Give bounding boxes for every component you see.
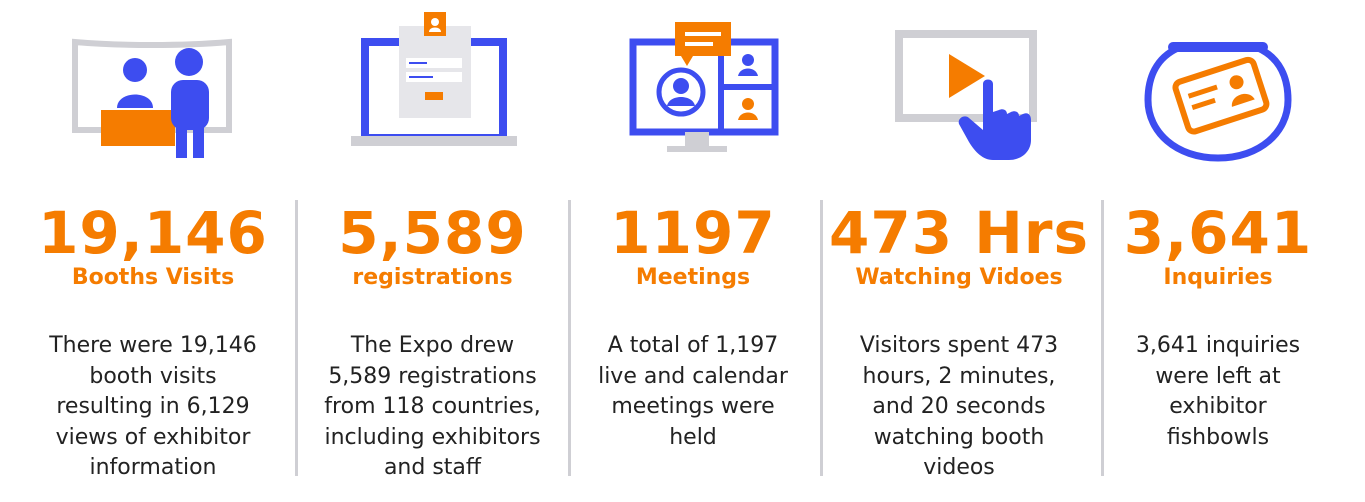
fishbowl-card-icon	[1106, 12, 1330, 172]
description-line: resulting in 6,129	[56, 394, 250, 419]
stat-card-registrations: 5,589 registrations The Expo drew 5,589 …	[300, 0, 565, 502]
description-line: 5,589 registrations	[328, 363, 537, 389]
description-line: fishbowls	[1166, 424, 1270, 450]
stat-card-booth-visits: 19,146 Booths Visits There were 19,146 b…	[18, 0, 288, 502]
description-line: The Expo drew	[350, 333, 515, 358]
video-play-click-icon	[825, 12, 1093, 172]
stat-value: 5,589	[338, 199, 527, 267]
description-line: views of exhibitor	[55, 424, 251, 450]
description-line: videos	[923, 455, 995, 480]
description-line: booth visits	[89, 363, 217, 389]
stat-label: Booths Visits	[71, 265, 235, 290]
stat-card-meetings: 1197 Meetings A total of 1,197 live and …	[573, 0, 813, 502]
stat-description: The Expo drew 5,589 registrations from 1…	[300, 331, 565, 484]
stat-value: 473 Hrs	[829, 199, 1089, 267]
booth-icon	[18, 12, 288, 172]
column-divider	[568, 200, 571, 476]
description-line: and 20 seconds	[872, 394, 1046, 419]
description-line: and staff	[383, 455, 482, 480]
stat-description: A total of 1,197 live and calendar meeti…	[573, 331, 813, 453]
stat-value: 3,641	[1123, 199, 1313, 267]
description-line: 3,641 inquiries	[1135, 333, 1301, 358]
stat-value: 19,146	[38, 199, 268, 267]
description-line: There were 19,146	[49, 333, 257, 358]
description-line: held	[669, 424, 717, 450]
description-line: meetings were	[611, 394, 775, 419]
description-line: information	[89, 455, 217, 480]
column-divider	[820, 200, 823, 476]
description-line: watching booth	[873, 424, 1045, 450]
description-line: hours, 2 minutes,	[862, 363, 1056, 389]
description-line: Visitors spent 473	[859, 333, 1059, 358]
stat-value: 1197	[610, 199, 776, 267]
stat-card-inquiries: 3,641 Inquiries 3,641 inquiries were lef…	[1106, 0, 1330, 502]
registration-laptop-icon	[300, 12, 565, 172]
description-line: from 118 countries,	[324, 394, 541, 419]
description-line: live and calendar	[598, 363, 788, 389]
description-line: A total of 1,197	[607, 333, 779, 358]
stat-description: 3,641 inquiries were left at exhibitor f…	[1106, 331, 1330, 453]
stat-label: Watching Vidoes	[855, 265, 1063, 290]
description-line: exhibitor	[1169, 394, 1267, 419]
stat-description: Visitors spent 473 hours, 2 minutes, and…	[825, 331, 1093, 484]
column-divider	[295, 200, 298, 476]
description-line: were left at	[1155, 363, 1281, 389]
description-line: including exhibitors	[324, 424, 541, 450]
stat-description: There were 19,146 booth visits resulting…	[18, 331, 288, 484]
video-meeting-icon	[573, 12, 813, 172]
stat-label: Inquiries	[1163, 265, 1273, 290]
stat-label: registrations	[352, 265, 513, 290]
stat-card-watching-videos: 473 Hrs Watching Vidoes Visitors spent 4…	[825, 0, 1093, 502]
column-divider	[1101, 200, 1104, 476]
stat-label: Meetings	[635, 265, 751, 290]
